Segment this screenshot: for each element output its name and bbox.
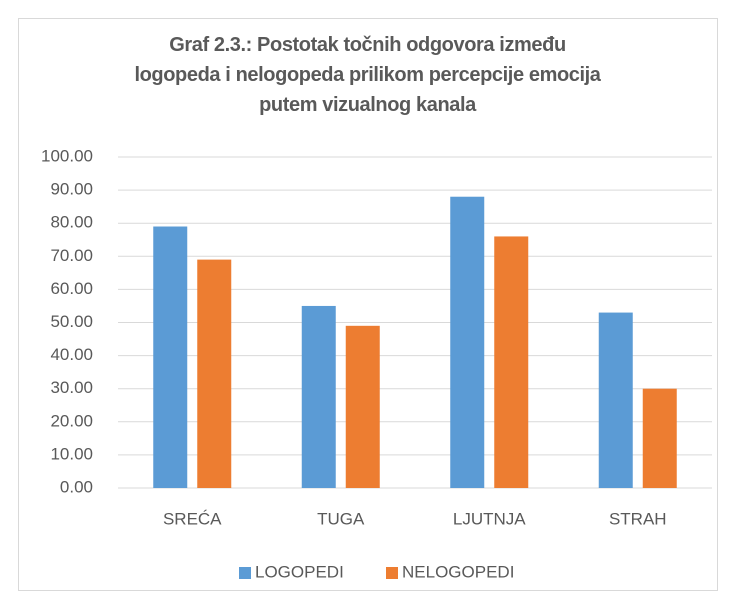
- y-tick-label: 30.00: [50, 378, 93, 397]
- chart-border: [18, 18, 718, 591]
- y-tick-label: 80.00: [50, 213, 93, 232]
- bar: [301, 305, 336, 488]
- y-tick-label: 0.00: [60, 477, 93, 496]
- y-tick-label: 10.00: [50, 444, 93, 463]
- y-tick-label: 100.00: [41, 146, 93, 165]
- y-tick-label: 40.00: [50, 345, 93, 364]
- bar: [494, 236, 529, 488]
- legend-label: LOGOPEDI: [255, 562, 344, 581]
- bar: [598, 312, 633, 488]
- x-tick-label: SREĆA: [163, 509, 222, 528]
- y-tick-label: 50.00: [50, 312, 93, 331]
- bar: [153, 226, 188, 488]
- bar: [450, 196, 485, 488]
- legend-label: NELOGOPEDI: [402, 562, 514, 581]
- legend-swatch: [386, 567, 398, 579]
- y-tick-label: 60.00: [50, 279, 93, 298]
- chart-title: Graf 2.3.: Postotak točnih odgovora izme…: [134, 34, 601, 116]
- y-tick-label: 90.00: [50, 180, 93, 199]
- x-tick-label: LJUTNJA: [453, 509, 526, 528]
- y-tick-label: 70.00: [50, 246, 93, 265]
- y-tick-label: 20.00: [50, 411, 93, 430]
- bar: [642, 388, 677, 488]
- bar: [197, 259, 232, 488]
- x-tick-label: STRAH: [609, 509, 667, 528]
- legend-swatch: [239, 567, 251, 579]
- x-tick-label: TUGA: [317, 509, 365, 528]
- bar: [345, 325, 380, 488]
